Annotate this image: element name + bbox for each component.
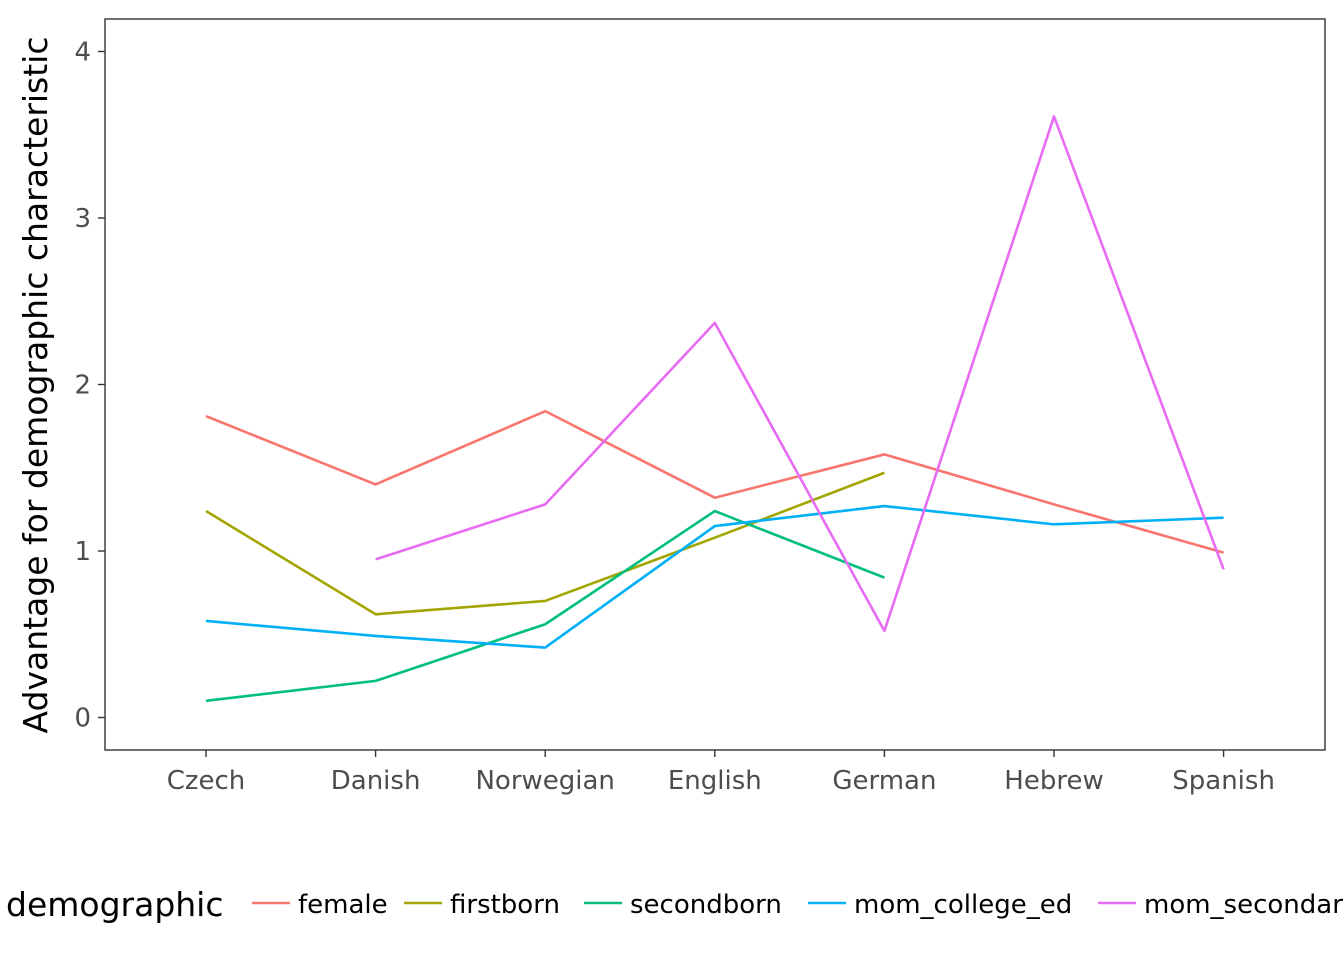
series-line-mom-secondary-ed — [375, 115, 1225, 633]
y-tick-label: 0 — [74, 704, 91, 734]
x-tick-label: Czech — [167, 766, 246, 796]
series-line-mom-college-ed — [205, 504, 1224, 649]
series-line-female — [205, 409, 1224, 554]
legend-item-mom-college-ed: mom_college_ed — [808, 890, 1072, 920]
legend-label: firstborn — [450, 890, 560, 920]
legend-label: mom_secondary_ed — [1144, 890, 1344, 920]
x-tick-label: English — [668, 766, 762, 796]
x-tick-label: Hebrew — [1004, 766, 1103, 796]
legend-label: secondborn — [630, 890, 782, 920]
x-axis: Czech Danish Norwegian English German Hebrew S… — [167, 750, 1275, 796]
legend-item-female: female — [252, 890, 388, 920]
legend-label: female — [298, 890, 388, 920]
legend-item-mom-secondary-ed: mom_secondary_ed — [1098, 890, 1344, 920]
y-tick-label: 2 — [74, 371, 91, 401]
y-axis: 0 1 2 3 4 — [74, 38, 105, 734]
series-layer — [205, 115, 1225, 703]
x-tick-label: German — [832, 766, 936, 796]
y-tick-label: 1 — [74, 537, 91, 567]
series-line-firstborn — [205, 471, 885, 616]
y-axis-title: Advantage for demographic characteristic — [16, 37, 55, 734]
legend-item-secondborn: secondborn — [584, 890, 782, 920]
legend-items: female firstborn secondborn mom_college_ed m… — [252, 890, 1344, 920]
legend: demographic female firstborn secondborn mom… — [6, 885, 1344, 924]
x-tick-label: Danish — [331, 766, 421, 796]
x-tick-label: Spanish — [1172, 766, 1275, 796]
y-tick-label: 3 — [74, 204, 91, 234]
series-line-secondborn — [205, 509, 885, 703]
x-tick-label: Norwegian — [475, 766, 614, 796]
legend-title: demographic — [6, 885, 224, 924]
y-tick-label: 4 — [74, 38, 91, 68]
legend-item-firstborn: firstborn — [404, 890, 560, 920]
legend-label: mom_college_ed — [854, 890, 1072, 920]
